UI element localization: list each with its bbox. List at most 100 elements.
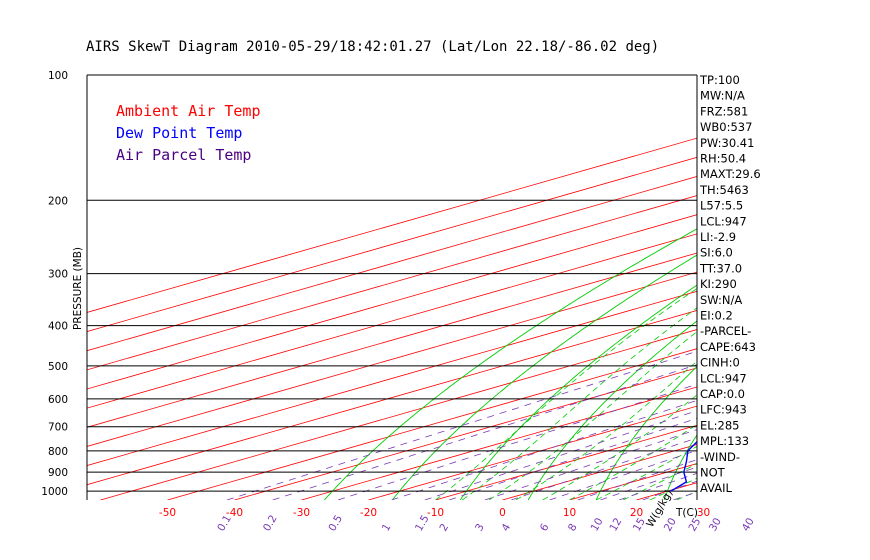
mixing-ratio-label: 25: [686, 516, 703, 534]
index-entry: SI:6.0: [700, 246, 733, 260]
index-entry: LCL:947: [700, 214, 747, 228]
bottom-temperature-labels: -50 -40 -30 -20 -10 0 10 20 30: [159, 507, 710, 519]
pressure-lines: [87, 74, 697, 492]
pressure-label: 300: [48, 269, 68, 281]
index-entry: CAP:0.0: [700, 387, 745, 401]
grid-lines: [87, 137, 697, 500]
mixing-ratio-label: 20: [662, 516, 679, 534]
mixing-ratio-label: 30: [707, 516, 724, 534]
mixing-ratio-label: 15: [631, 516, 648, 534]
dry-adiabat: [391, 254, 697, 500]
y-axis-label: PRESSURE (MB): [72, 247, 84, 330]
mixing-ratio-label: 2: [437, 522, 451, 534]
moist-adiabat: [462, 307, 697, 500]
bottom-temp-label: 20: [630, 507, 643, 519]
pressure-label: 900: [48, 467, 68, 479]
mixing-ratio-label: 3: [473, 522, 487, 534]
dry-adiabat: [527, 320, 697, 500]
isotherm: [87, 137, 697, 313]
index-entry: CINH:0: [700, 356, 740, 370]
mixing-ratio-label: 1: [380, 522, 394, 534]
index-entry: PW:30.41: [700, 136, 754, 150]
isotherm: [87, 195, 697, 371]
isotherm: [87, 271, 697, 447]
index-entry: -PARCEL-: [700, 324, 751, 338]
index-entry: MAXT:29.6: [700, 167, 761, 181]
isotherm: [167, 348, 697, 500]
moist-adiabat: [435, 287, 697, 500]
profile-line: [670, 440, 697, 492]
moist-adiabat: [542, 394, 697, 500]
index-entry: LFC:943: [700, 403, 747, 417]
pressure-label: 800: [48, 446, 68, 458]
chart-title: AIRS SkewT Diagram 2010-05-29/18:42:01.2…: [86, 39, 659, 55]
legend-entry: Dew Point Temp: [116, 124, 242, 142]
pressure-labels: 100 200 300 400 500 600 700 800 900 1000: [41, 70, 68, 498]
index-entry: NOT: [700, 466, 726, 480]
dry-adiabat: [595, 365, 697, 500]
pressure-label: 500: [48, 361, 68, 373]
profiles: [670, 440, 697, 492]
mixing-ratio-line: [424, 410, 697, 500]
isotherm: [368, 405, 697, 500]
isotherm: [100, 329, 697, 500]
isotherm: [87, 156, 697, 332]
index-entry: RH:50.4: [700, 152, 746, 166]
mixing-ratio-line: [484, 429, 697, 500]
mixing-ratio-label: 12: [607, 516, 624, 534]
mixing-ratio-label: 40: [740, 516, 757, 534]
index-entry: EL:285: [700, 418, 740, 432]
index-entry: LCL:947: [700, 371, 747, 385]
index-entry: L57:5.5: [700, 199, 743, 213]
mixing-ratio-line: [226, 350, 697, 500]
legend-entry: Ambient Air Temp: [116, 102, 261, 120]
index-entry: TH:5463: [699, 183, 749, 197]
index-entry: KI:290: [700, 277, 737, 291]
pressure-label: 600: [48, 394, 68, 406]
index-entry: WB0:537: [700, 120, 752, 134]
isotherm: [87, 176, 697, 352]
pressure-label: 1000: [41, 486, 68, 498]
mixing-ratio-line: [449, 417, 697, 500]
bottom-temp-label: -50: [159, 507, 176, 519]
pressure-label: 400: [48, 321, 68, 333]
mixing-ratio-labels: 0.1 0.2 0.5 1 1.5 2 3 4 6 8 10 12 15 20 25 30 40: [215, 513, 757, 533]
dry-adiabat: [663, 434, 697, 500]
mixing-ratio-label: 8: [566, 522, 580, 534]
index-entry: TP:100: [699, 73, 740, 87]
temp-unit-label: T(C): [675, 507, 698, 519]
index-entry: EI:0.2: [700, 309, 733, 323]
bottom-temp-label: -40: [226, 507, 243, 519]
mixing-ratio-label: 10: [589, 516, 606, 534]
isotherm: [87, 252, 697, 428]
pressure-label: 700: [48, 422, 68, 434]
index-entry: CAPE:643: [700, 340, 756, 354]
bottom-temp-label: -10: [427, 507, 444, 519]
isotherm: [87, 214, 697, 390]
bottom-temp-label: 10: [563, 507, 576, 519]
index-entry: -WIND-: [700, 450, 740, 464]
index-entry: TT:37.0: [699, 261, 742, 275]
isotherm: [87, 290, 697, 466]
isotherm: [435, 424, 697, 500]
index-entry: AVAIL: [700, 481, 733, 495]
bottom-temp-label: -30: [293, 507, 310, 519]
isotherm: [87, 233, 697, 409]
mixing-ratio-line: [272, 364, 697, 500]
moist-adiabat: [488, 331, 697, 500]
index-entry: SW:N/A: [700, 293, 742, 307]
pressure-label: 200: [48, 195, 68, 207]
isotherm: [234, 367, 697, 500]
bottom-temp-label: 0: [499, 507, 506, 519]
dry-adiabat: [324, 228, 697, 500]
index-entry: FRZ:581: [700, 104, 748, 118]
pressure-label: 100: [48, 70, 68, 82]
bottom-temp-label: 30: [697, 507, 710, 519]
bottom-temp-label: -20: [360, 507, 377, 519]
legend: Ambient Air Temp Dew Point Temp Air Parcel…: [116, 102, 261, 164]
moist-adiabat: [569, 423, 697, 500]
index-entry: MW:N/A: [700, 89, 745, 103]
isotherm: [87, 310, 697, 486]
